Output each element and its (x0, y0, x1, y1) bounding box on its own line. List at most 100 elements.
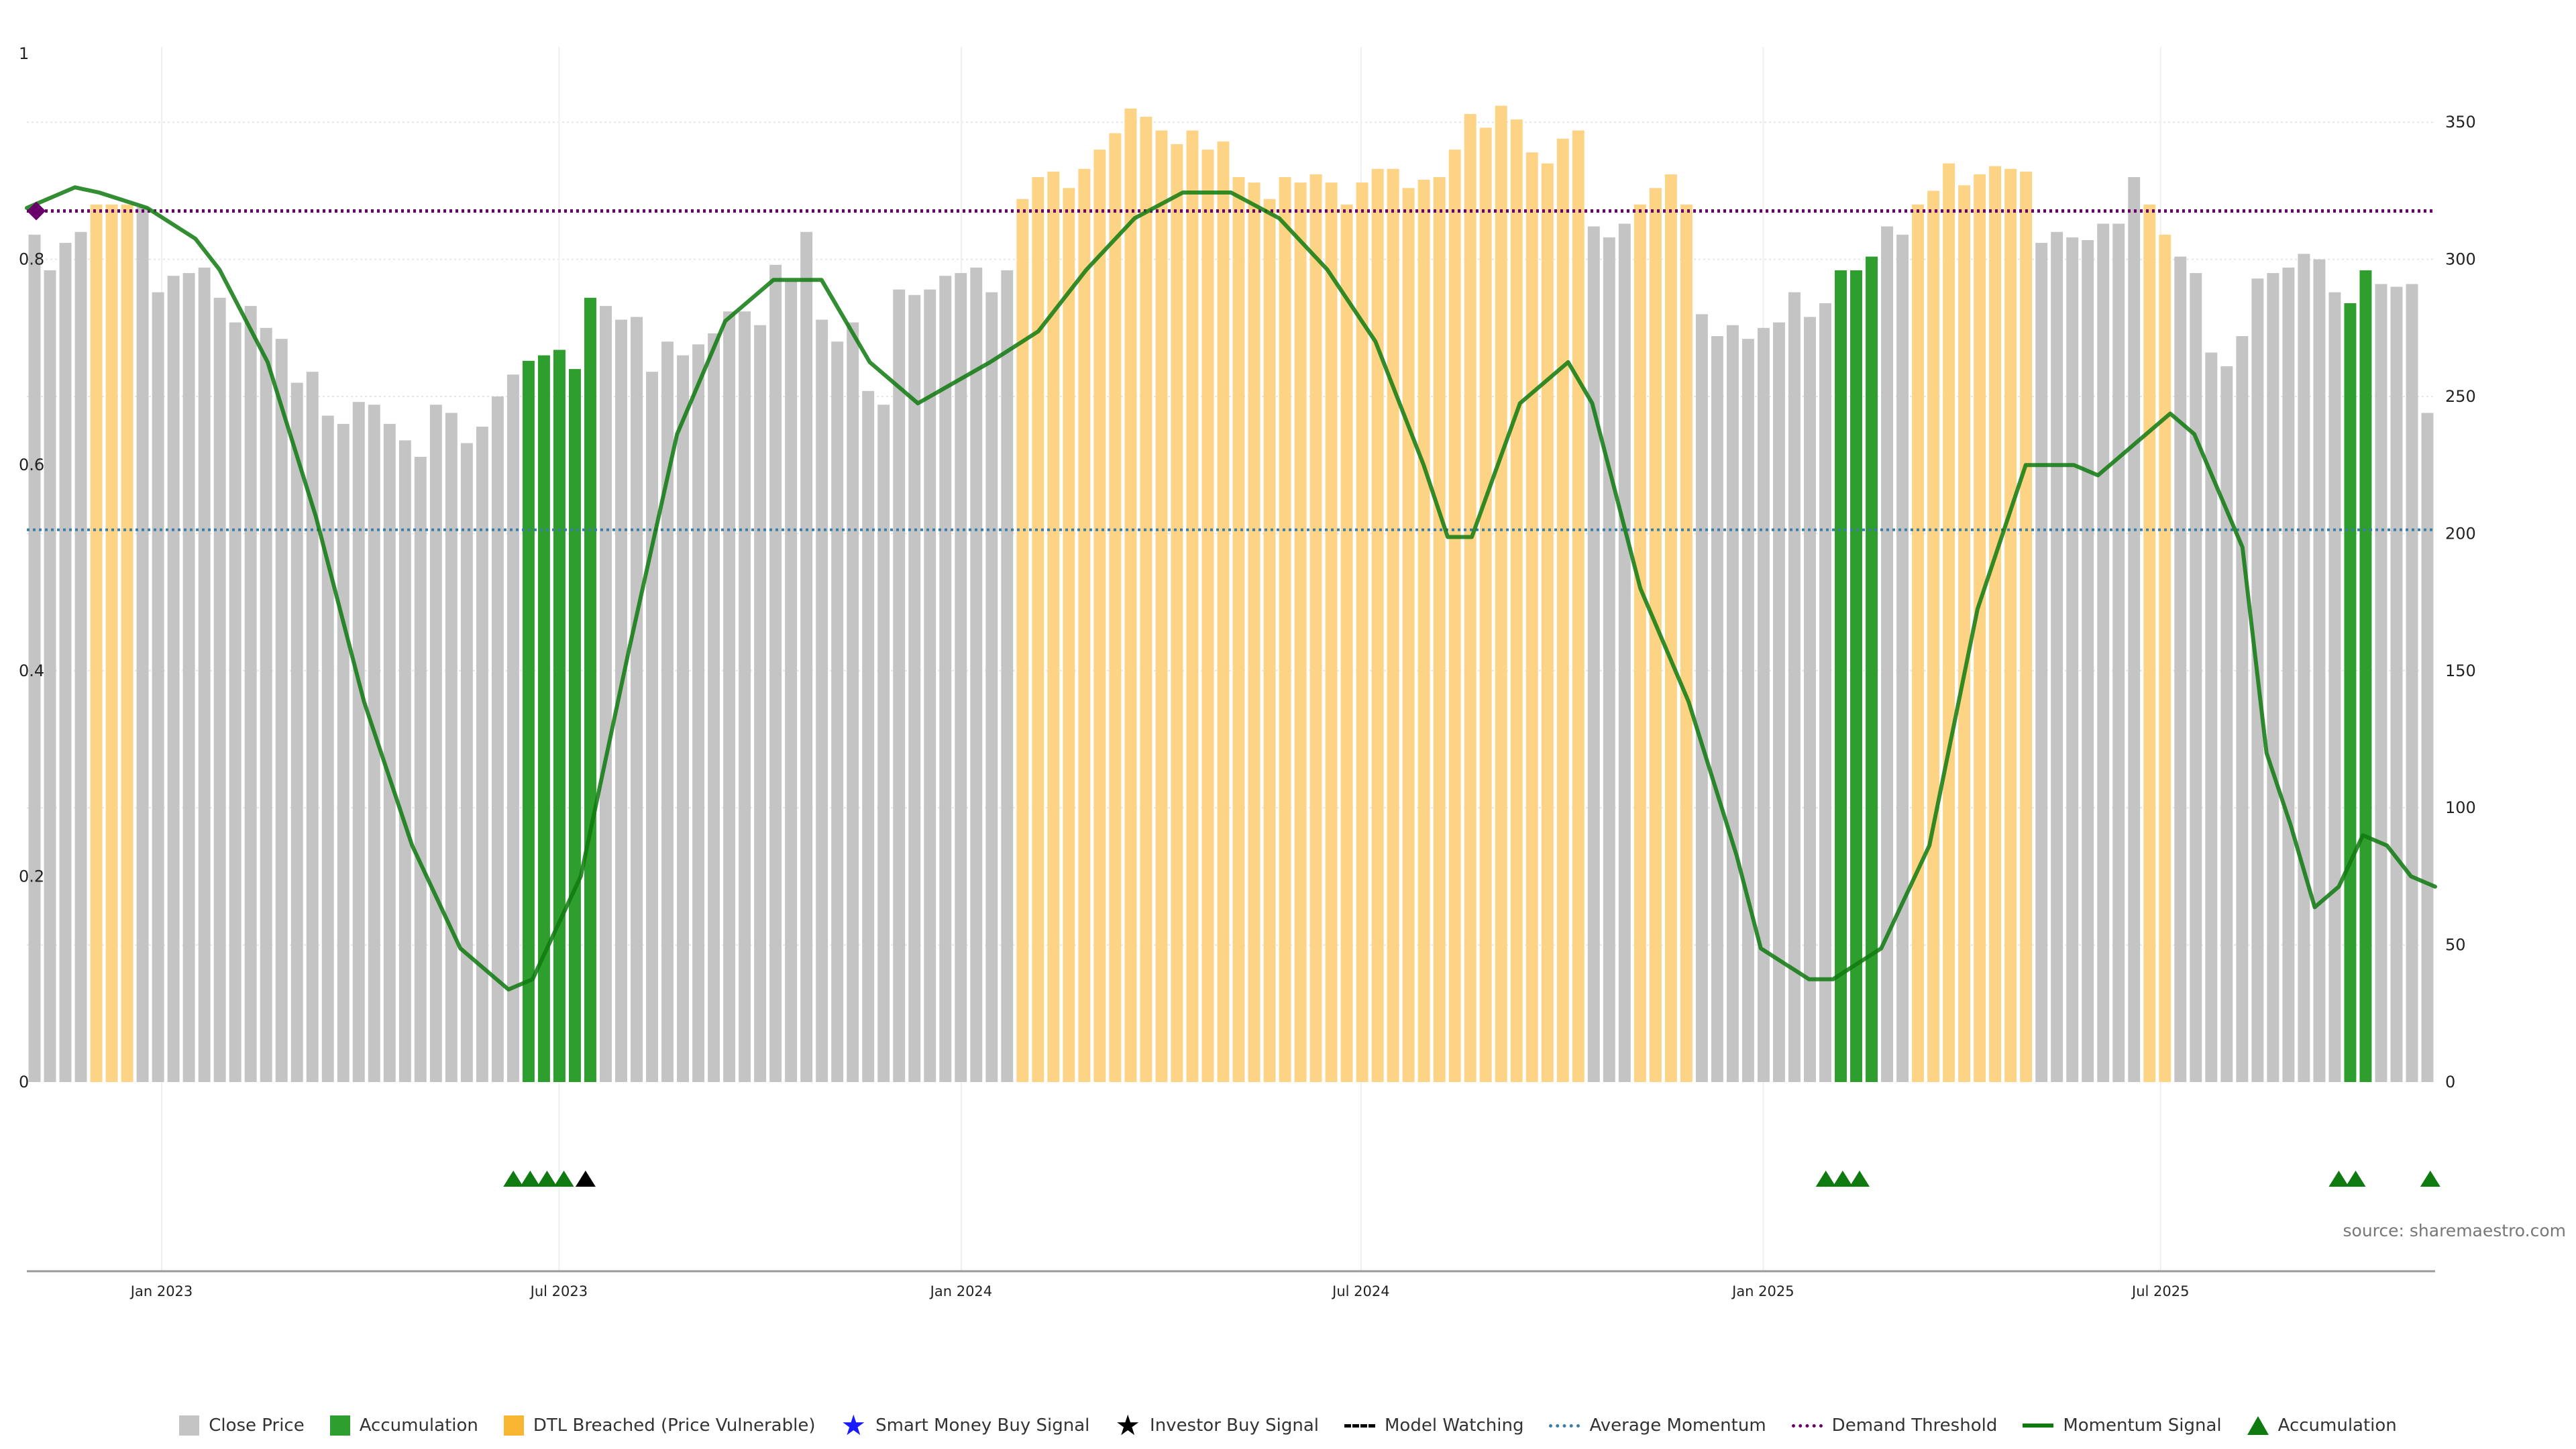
price-bar (1078, 168, 1091, 1082)
legend-item-close-price: Close Price (179, 1415, 305, 1436)
price-bar (2004, 168, 2017, 1082)
price-bar (1835, 270, 1847, 1082)
price-bar (2313, 259, 2326, 1083)
price-bar (1510, 119, 1523, 1082)
price-bar (167, 276, 180, 1083)
blue-star-icon: ★ (841, 1409, 867, 1442)
legend-label: Investor Buy Signal (1150, 1415, 1319, 1436)
price-bar (1016, 199, 1029, 1082)
x-tick-label: Jan 2025 (1731, 1283, 1794, 1299)
price-bar (260, 327, 272, 1082)
legend-item-demand-threshold: Demand Threshold (1791, 1415, 1997, 1436)
price-bar (229, 322, 241, 1082)
legend-item-dtl-breached: DTL Breached (Price Vulnerable) (503, 1415, 816, 1436)
price-bar (1109, 133, 1122, 1082)
accumulation-marker (520, 1171, 541, 1187)
price-bar (121, 204, 133, 1083)
legend-label: Momentum Signal (2063, 1415, 2222, 1436)
left-tick-label: 0.2 (19, 867, 44, 885)
price-bar (213, 297, 226, 1082)
price-bar (939, 276, 952, 1083)
price-bar (2097, 223, 2110, 1082)
price-bar (692, 344, 705, 1082)
momentum-signal (25, 185, 2437, 991)
price-bar (2128, 176, 2141, 1083)
price-bar (893, 289, 906, 1082)
price-bar (1402, 188, 1415, 1082)
price-bar (74, 231, 87, 1083)
price-bar (800, 231, 813, 1083)
price-bar (1726, 325, 1739, 1082)
legend-label: Accumulation (359, 1415, 478, 1436)
legend-label: DTL Breached (Price Vulnerable) (533, 1415, 816, 1436)
gray-square-icon (179, 1415, 200, 1436)
price-bar (105, 204, 118, 1083)
accumulation-marker (2420, 1171, 2440, 1187)
price-bar (1387, 168, 1399, 1082)
legend-label: Smart Money Buy Signal (875, 1415, 1090, 1436)
x-tick-label: Jul 2024 (1331, 1283, 1389, 1299)
price-bar (955, 273, 967, 1082)
legend-label: Close Price (209, 1415, 305, 1436)
price-bar (1248, 182, 1260, 1082)
price-bar (1633, 204, 1646, 1083)
price-bar (2205, 352, 2218, 1082)
price-bar (414, 456, 427, 1082)
accumulation-marker (553, 1171, 574, 1187)
dotted-line-icon (1549, 1424, 1580, 1428)
price-bar (1263, 199, 1276, 1082)
legend-item-investor-buy: ★ Investor Buy Signal (1115, 1411, 1319, 1440)
price-bar (1989, 166, 2002, 1082)
price-bar (398, 440, 411, 1082)
price-bar (2421, 413, 2434, 1082)
price-bar (1140, 117, 1152, 1082)
price-bar (290, 382, 303, 1082)
price-bar (59, 243, 72, 1082)
price-bar (182, 273, 195, 1082)
price-bar (1695, 314, 1708, 1082)
price-bar (1479, 127, 1492, 1083)
price-bar (2328, 292, 2341, 1082)
price-bar (321, 415, 334, 1082)
price-bar (522, 360, 535, 1083)
dotted-purple-line-icon (1791, 1424, 1823, 1428)
legend-item-momentum-signal: Momentum Signal (2023, 1415, 2222, 1436)
price-bar (337, 423, 350, 1082)
price-bar (1819, 303, 1831, 1082)
price-bar (1881, 226, 1894, 1083)
solid-line-icon (2023, 1424, 2054, 1428)
accumulation-marker (2345, 1171, 2366, 1187)
bars (28, 105, 2434, 1083)
price-bar (198, 267, 211, 1082)
price-bar (2112, 223, 2125, 1082)
price-bar (2375, 284, 2387, 1083)
price-bar (2359, 270, 2372, 1082)
price-bar (1572, 130, 1585, 1083)
price-bar (460, 443, 473, 1082)
price-bar (1525, 152, 1538, 1083)
price-bar (1464, 113, 1477, 1082)
accumulation-marker (1832, 1171, 1853, 1187)
price-bar (136, 207, 149, 1083)
left-tick-label: 1 (19, 44, 29, 63)
price-bar (306, 372, 319, 1082)
price-bar (1279, 176, 1291, 1083)
accumulation-marker (503, 1171, 524, 1187)
price-bar (1093, 150, 1106, 1083)
triangle-up-icon (2247, 1416, 2269, 1435)
left-tick-label: 0.6 (19, 455, 44, 474)
price-bar (1664, 174, 1677, 1082)
price-bar (1340, 204, 1353, 1083)
price-bar (2390, 286, 2403, 1083)
right-tick-label: 200 (2445, 524, 2476, 543)
price-bar (1772, 322, 1785, 1082)
price-bar (970, 267, 983, 1082)
price-bar (1927, 191, 1940, 1082)
price-bar (1433, 176, 1446, 1083)
price-bar (723, 311, 736, 1083)
price-bar (506, 374, 519, 1082)
legend: Close Price Accumulation DTL Breached (P… (0, 1409, 2576, 1442)
price-bar (1896, 234, 1909, 1083)
price-bar (352, 402, 365, 1082)
price-bar (1047, 171, 1060, 1083)
